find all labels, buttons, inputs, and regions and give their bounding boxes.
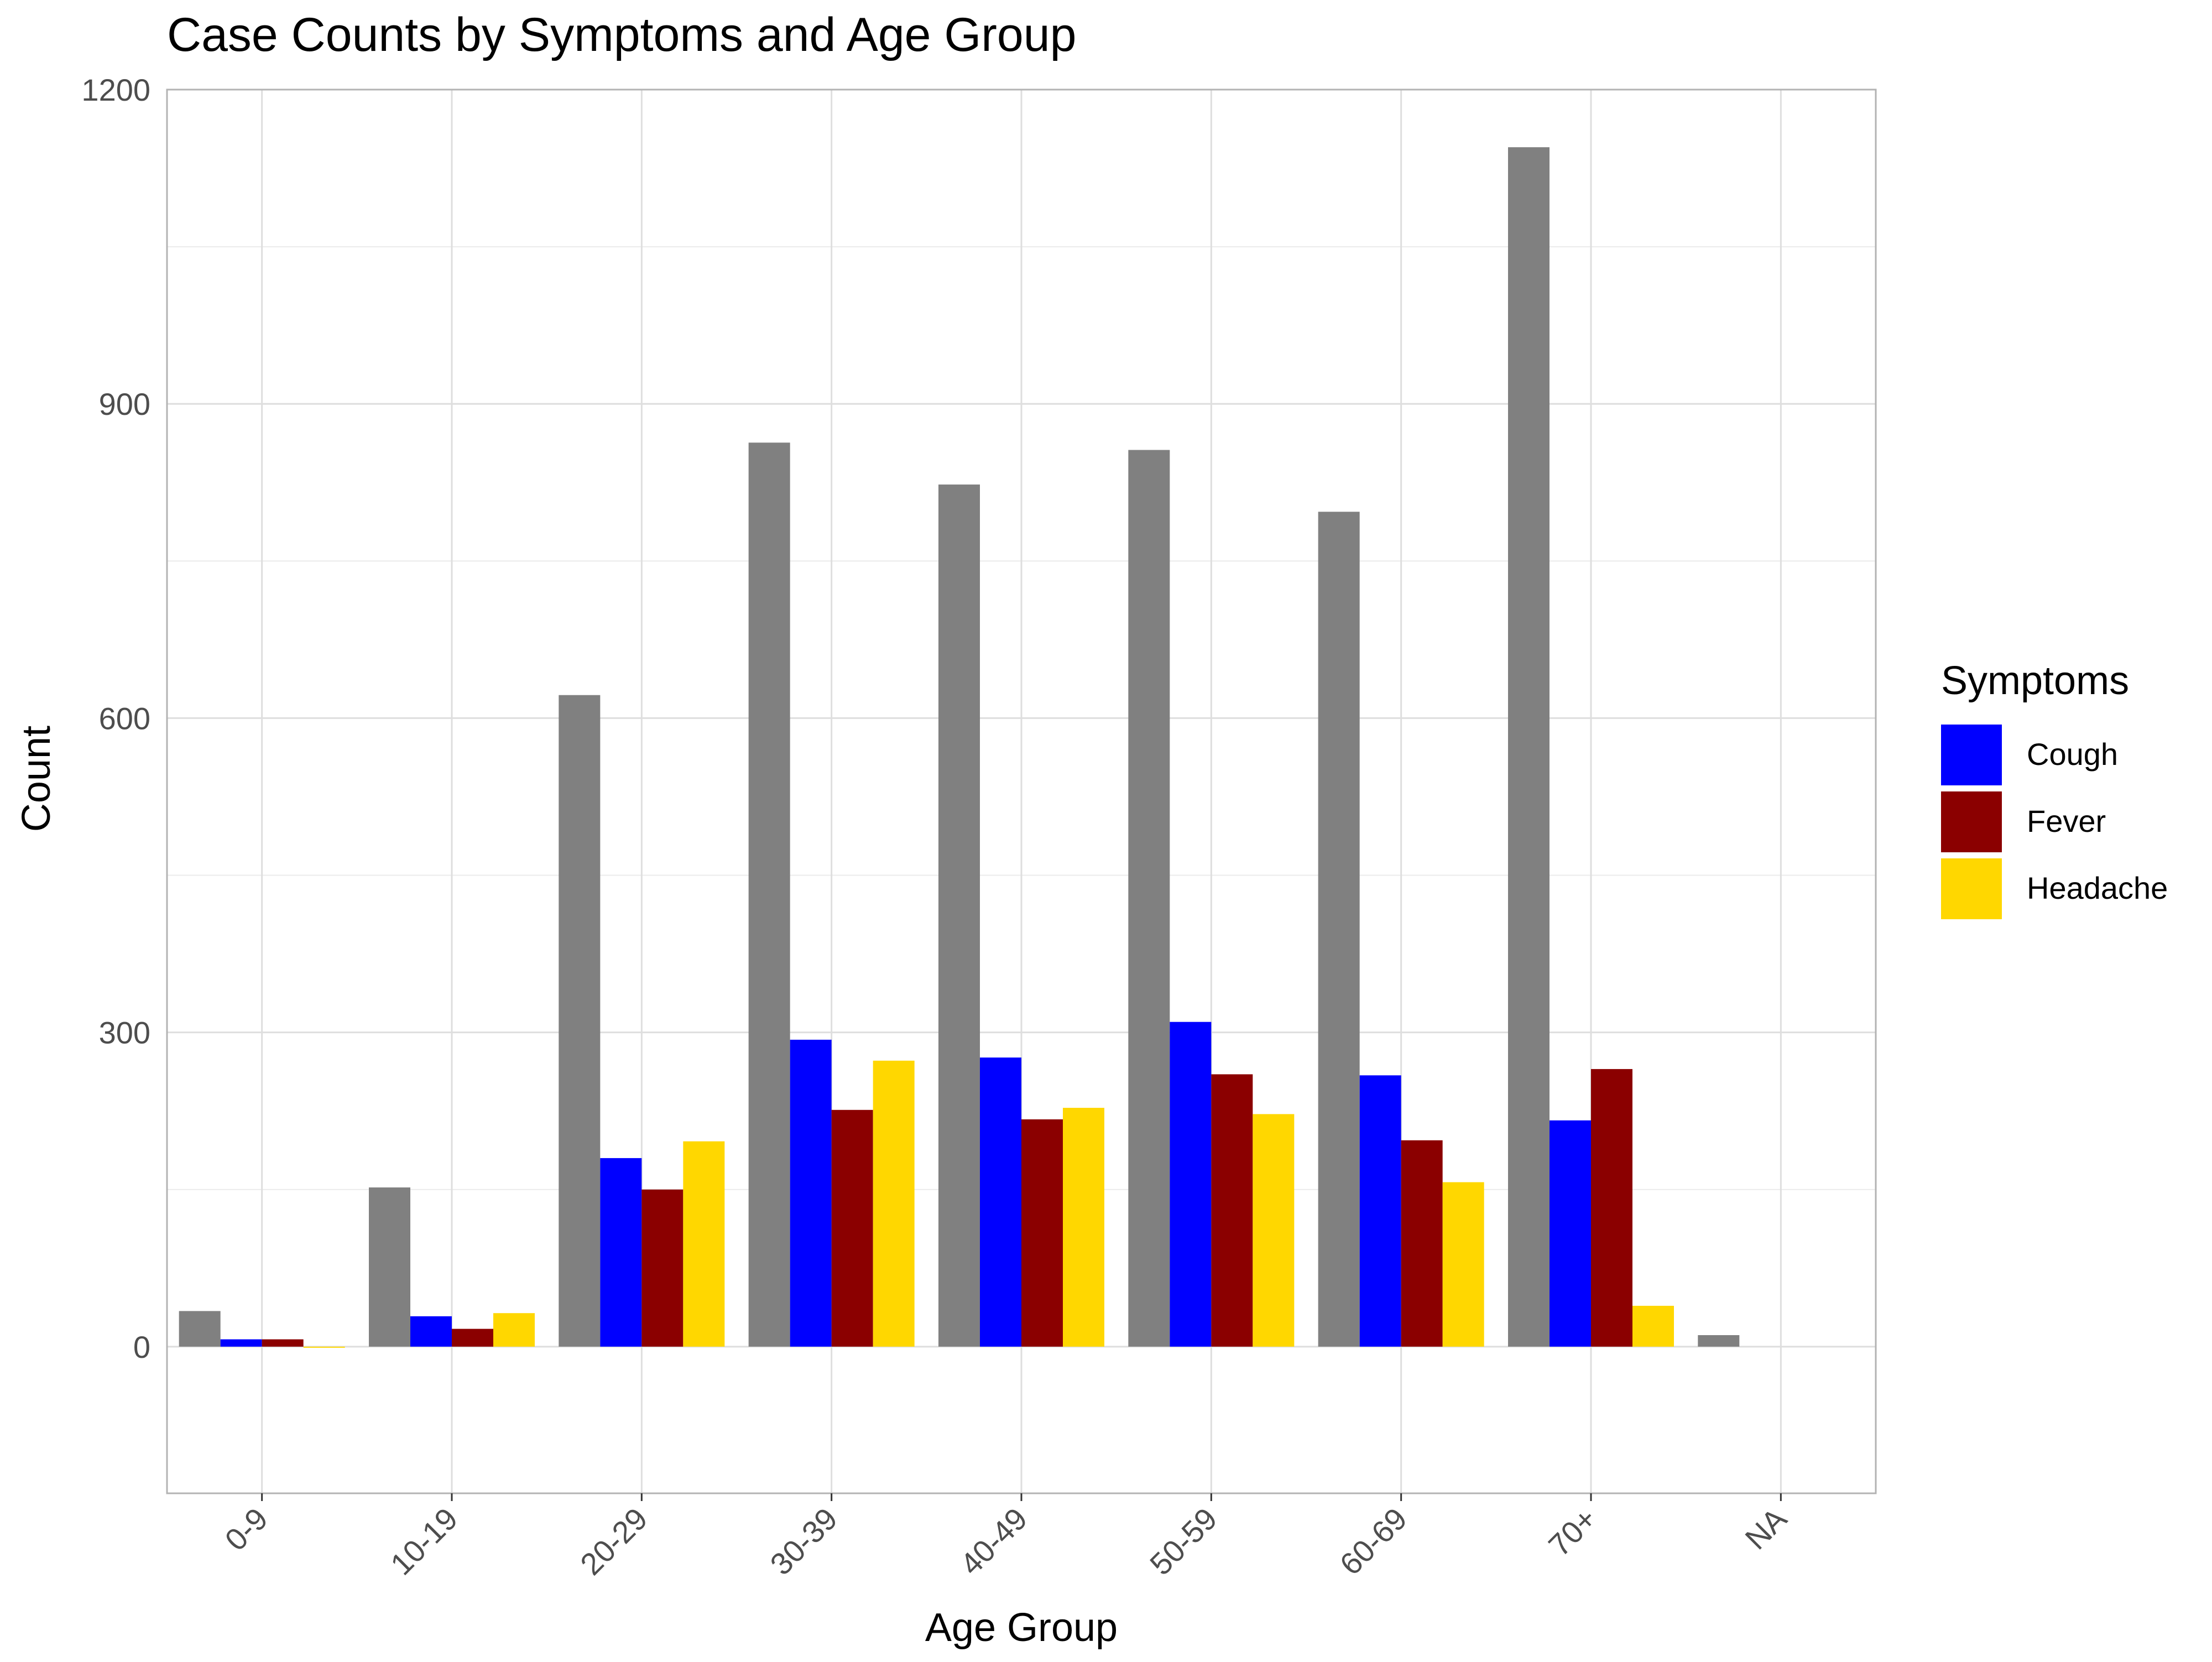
- bar-fever: [1591, 1069, 1632, 1347]
- y-tick-label: 600: [99, 701, 150, 736]
- bar-fever: [641, 1189, 684, 1347]
- y-tick-label: 900: [99, 387, 150, 421]
- bar-total: [559, 695, 601, 1347]
- legend-key-headache: [1941, 858, 2002, 919]
- chart-title: Case Counts by Symptoms and Age Group: [167, 8, 1076, 61]
- legend: Symptoms Cough Fever Headache: [1941, 659, 2168, 919]
- y-axis-label: Count: [14, 726, 59, 832]
- legend-label: Headache: [2027, 871, 2168, 905]
- bar-cough: [1170, 1022, 1212, 1347]
- bar-fever: [1021, 1119, 1063, 1347]
- bar-fever: [452, 1328, 493, 1347]
- legend-label: Fever: [2027, 804, 2106, 838]
- bar-total: [179, 1311, 221, 1347]
- bar-headache: [1632, 1305, 1674, 1347]
- bar-headache: [873, 1060, 915, 1347]
- y-tick-label: 0: [133, 1330, 150, 1364]
- bars-layer: [179, 147, 1740, 1348]
- bar-cough: [600, 1158, 642, 1347]
- bar-cough: [790, 1039, 832, 1347]
- bar-headache: [683, 1141, 725, 1347]
- bar-cough: [980, 1057, 1021, 1347]
- bar-total: [938, 484, 980, 1347]
- legend-key-cough: [1941, 725, 2002, 785]
- legend-items: Cough Fever Headache: [1941, 725, 2168, 919]
- bar-fever: [831, 1109, 873, 1347]
- bar-fever: [262, 1339, 304, 1347]
- legend-title: Symptoms: [1941, 659, 2129, 703]
- bar-total: [1698, 1335, 1740, 1347]
- x-axis-label: Age Group: [925, 1606, 1118, 1650]
- y-tick-label: 300: [99, 1015, 150, 1050]
- bar-total: [1128, 450, 1170, 1347]
- legend-label: Cough: [2027, 737, 2118, 772]
- bar-headache: [1442, 1182, 1484, 1347]
- bar-cough: [1550, 1120, 1591, 1347]
- bar-fever: [1401, 1140, 1443, 1347]
- bar-cough: [1359, 1075, 1401, 1347]
- bar-total: [1508, 147, 1550, 1347]
- bar-total: [1318, 512, 1360, 1347]
- y-tick-label: 1200: [81, 72, 150, 107]
- legend-key-fever: [1941, 791, 2002, 852]
- bar-headache: [1063, 1107, 1104, 1347]
- bar-total: [748, 442, 790, 1347]
- bar-cough: [410, 1316, 452, 1347]
- bar-headache: [493, 1313, 535, 1347]
- bar-fever: [1211, 1074, 1253, 1347]
- bar-headache: [1253, 1114, 1295, 1347]
- bar-headache: [303, 1346, 345, 1348]
- bar-total: [369, 1187, 410, 1347]
- bar-cough: [220, 1339, 262, 1347]
- y-axis: 0 300 600 900 1200: [81, 72, 150, 1364]
